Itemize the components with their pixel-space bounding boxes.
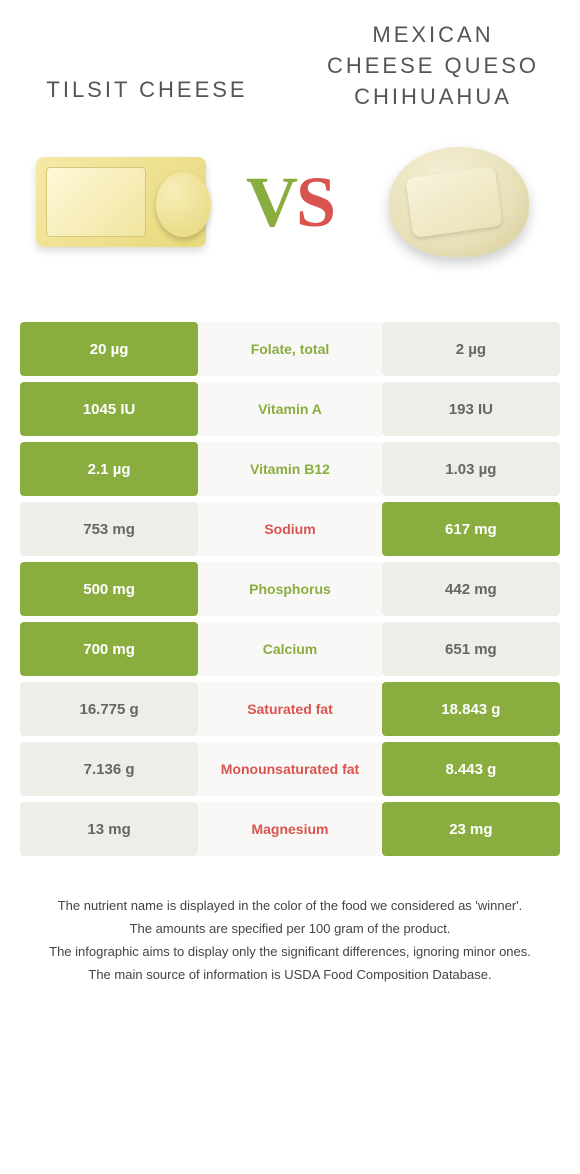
right-value: 442 mg [382, 562, 560, 616]
right-value: 8.443 g [382, 742, 560, 796]
header: TILSIT CHEESE MEXICAN CHEESE QUESO CHIHU… [0, 0, 580, 122]
table-row: 700 mgCalcium651 mg [20, 622, 560, 676]
nutrient-label: Calcium [198, 622, 382, 676]
left-value: 13 mg [20, 802, 198, 856]
nutrient-label: Sodium [198, 502, 382, 556]
right-value: 651 mg [382, 622, 560, 676]
footer-line: The amounts are specified per 100 gram o… [30, 919, 550, 940]
table-row: 500 mgPhosphorus442 mg [20, 562, 560, 616]
left-value: 20 µg [20, 322, 198, 376]
left-value: 16.775 g [20, 682, 198, 736]
queso-chihuahua-icon [389, 147, 529, 257]
left-image-slot [30, 157, 212, 247]
footer-line: The main source of information is USDA F… [30, 965, 550, 986]
footer: The nutrient name is displayed in the co… [0, 896, 580, 985]
left-value: 500 mg [20, 562, 198, 616]
vs-label: VS [246, 161, 334, 244]
images-row: VS [0, 122, 580, 302]
nutrient-label: Vitamin B12 [198, 442, 382, 496]
table-row: 2.1 µgVitamin B121.03 µg [20, 442, 560, 496]
nutrient-table: 20 µgFolate, total2 µg 1045 IUVitamin A19… [20, 322, 560, 856]
nutrient-label: Folate, total [198, 322, 382, 376]
right-value: 23 mg [382, 802, 560, 856]
nutrient-label: Saturated fat [198, 682, 382, 736]
vs-v: V [246, 162, 296, 242]
table-row: 20 µgFolate, total2 µg [20, 322, 560, 376]
footer-line: The infographic aims to display only the… [30, 942, 550, 963]
nutrient-label: Monounsaturated fat [198, 742, 382, 796]
right-value: 2 µg [382, 322, 560, 376]
right-value: 1.03 µg [382, 442, 560, 496]
table-row: 753 mgSodium617 mg [20, 502, 560, 556]
left-value: 1045 IU [20, 382, 198, 436]
table-row: 13 mgMagnesium23 mg [20, 802, 560, 856]
right-value: 617 mg [382, 502, 560, 556]
right-value: 18.843 g [382, 682, 560, 736]
tilsit-cheese-icon [36, 157, 206, 247]
table-row: 1045 IUVitamin A193 IU [20, 382, 560, 436]
footer-line: The nutrient name is displayed in the co… [30, 896, 550, 917]
title-left: TILSIT CHEESE [30, 20, 264, 112]
nutrient-label: Phosphorus [198, 562, 382, 616]
left-value: 700 mg [20, 622, 198, 676]
vs-s: S [296, 162, 334, 242]
nutrient-label: Vitamin A [198, 382, 382, 436]
table-row: 7.136 gMonounsaturated fat8.443 g [20, 742, 560, 796]
right-image-slot [368, 147, 550, 257]
table-row: 16.775 gSaturated fat18.843 g [20, 682, 560, 736]
left-value: 2.1 µg [20, 442, 198, 496]
left-value: 7.136 g [20, 742, 198, 796]
nutrient-label: Magnesium [198, 802, 382, 856]
title-right: MEXICAN CHEESE QUESO CHIHUAHUA [316, 20, 550, 112]
right-value: 193 IU [382, 382, 560, 436]
left-value: 753 mg [20, 502, 198, 556]
